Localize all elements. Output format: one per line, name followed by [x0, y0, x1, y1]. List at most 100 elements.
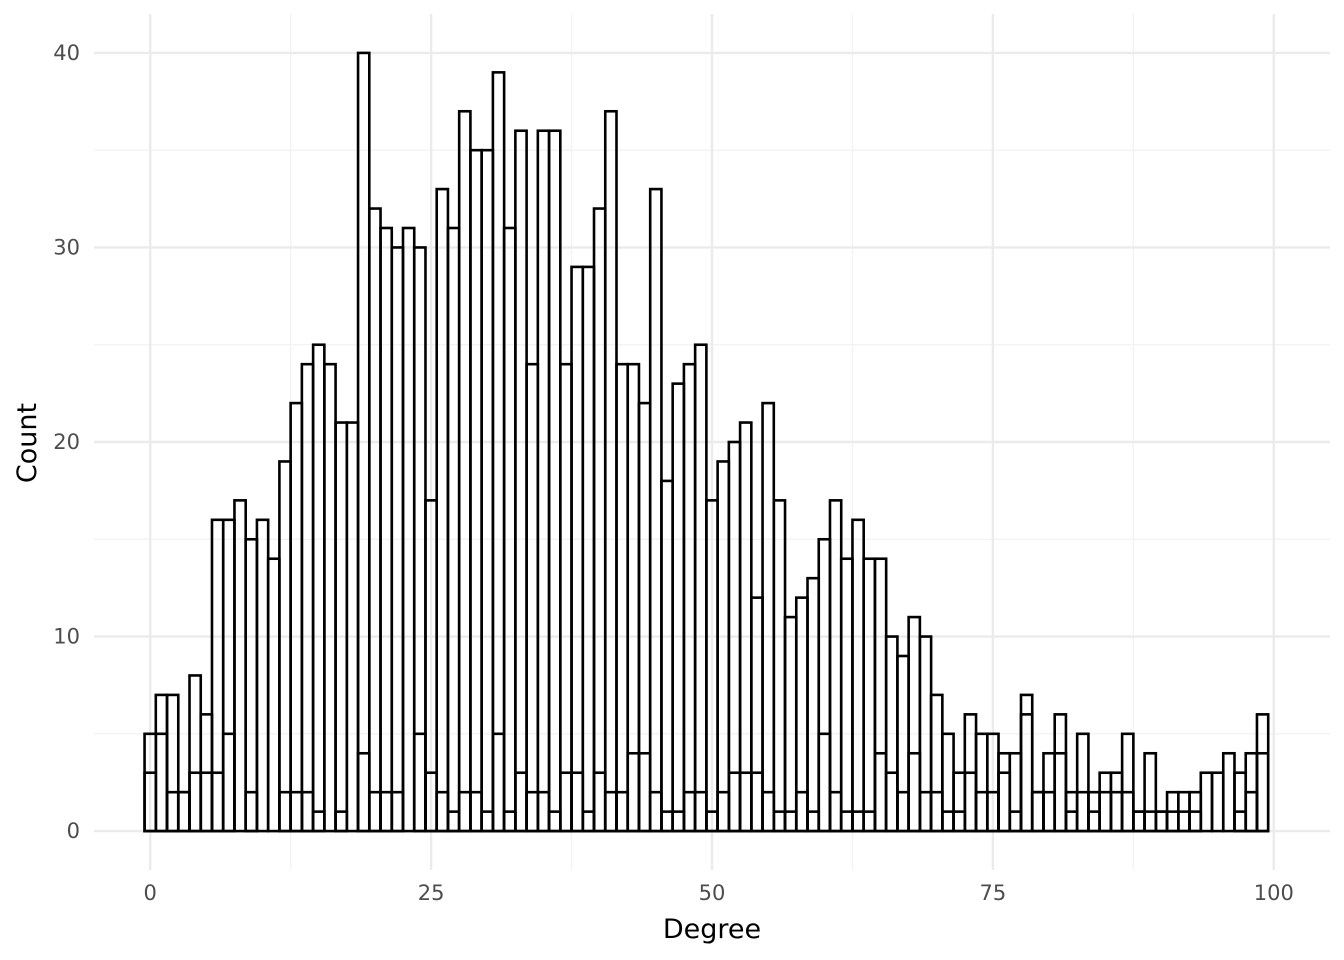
histogram-bar — [626, 751, 641, 833]
histogram-bar — [165, 693, 180, 833]
histogram-bar — [570, 771, 585, 833]
x-tick-label: 50 — [699, 881, 726, 905]
histogram-bar — [750, 596, 764, 833]
histogram-bar — [559, 771, 573, 833]
histogram-bar — [1188, 810, 1203, 833]
histogram-bar — [502, 810, 517, 833]
histogram-bar — [311, 343, 326, 833]
histogram-bar — [379, 790, 394, 833]
histogram-bar — [794, 596, 809, 833]
histogram-bar — [1098, 790, 1113, 833]
histogram-bar — [806, 576, 821, 833]
histogram-bar — [221, 518, 236, 833]
histogram-bar — [1053, 713, 1068, 833]
histogram-bar — [559, 362, 573, 833]
histogram-bar — [839, 557, 854, 833]
histogram-bar — [233, 499, 247, 833]
histogram-bar — [941, 810, 955, 833]
histogram-bar — [491, 732, 506, 833]
histogram-bar — [514, 771, 528, 833]
histogram-bar — [1143, 810, 1158, 833]
histogram-bar — [851, 810, 865, 833]
histogram-bar — [401, 226, 416, 833]
histogram-bar — [244, 537, 259, 833]
histogram-bar — [693, 343, 708, 833]
histogram-bar — [1053, 751, 1068, 833]
histogram-bar — [1199, 771, 1214, 833]
histogram-bar — [176, 790, 191, 833]
histogram-bar — [581, 265, 596, 833]
histogram-bar — [356, 751, 371, 833]
histogram-bar — [716, 460, 731, 833]
histogram-bar — [278, 460, 292, 833]
histogram-bar — [603, 790, 618, 833]
histogram-bar — [570, 265, 585, 833]
histogram-bar — [1221, 751, 1236, 833]
histogram-bar — [772, 499, 787, 833]
histogram-bar — [1244, 790, 1259, 833]
histogram-bar — [1098, 771, 1113, 833]
histogram-bar — [154, 693, 169, 833]
histogram-bar — [345, 421, 360, 833]
histogram-bar — [929, 693, 944, 833]
histogram-bar — [941, 732, 955, 833]
histogram-bar — [615, 362, 630, 833]
histogram-bar — [783, 810, 798, 833]
histogram-bar — [1042, 790, 1057, 833]
histogram-bar — [1154, 810, 1169, 833]
histogram-bar — [761, 401, 776, 833]
histogram-bar — [1087, 810, 1101, 833]
histogram-bar — [896, 790, 910, 833]
histogram-bar — [367, 790, 382, 833]
histogram-bar — [828, 790, 843, 833]
histogram-bar — [547, 129, 562, 833]
histogram-bar — [828, 499, 843, 833]
x-axis-title: Degree — [663, 914, 761, 945]
histogram-bar — [266, 557, 281, 833]
y-tick-label: 20 — [53, 430, 80, 454]
histogram-bar — [480, 148, 495, 833]
x-tick-label: 0 — [143, 881, 156, 905]
histogram-bar — [963, 771, 978, 833]
histogram-bar — [469, 790, 483, 833]
histogram-bar — [1143, 751, 1158, 833]
histogram-bar — [682, 362, 697, 833]
x-tick-label: 25 — [418, 881, 445, 905]
y-axis-title: Count — [12, 403, 43, 483]
histogram-bar — [952, 771, 967, 833]
y-tick-label: 40 — [53, 41, 80, 65]
histogram-bar — [1030, 790, 1045, 833]
histogram-bar — [536, 790, 551, 833]
histogram-bar — [929, 790, 944, 833]
histogram-bar — [502, 226, 517, 833]
histogram-bar — [716, 790, 731, 833]
histogram-bar — [311, 810, 326, 833]
histogram-bar — [603, 109, 618, 833]
histogram-bar — [491, 71, 506, 833]
histogram-bar — [997, 751, 1012, 833]
histogram-bar — [1120, 790, 1135, 833]
histogram-bar — [199, 771, 214, 833]
histogram-bar — [907, 751, 922, 833]
histogram-bar — [671, 810, 686, 833]
histogram-bar — [446, 810, 461, 833]
histogram-bar — [839, 810, 854, 833]
histogram-bar — [806, 810, 821, 833]
histogram-bar — [435, 187, 450, 833]
histogram-bar — [727, 771, 742, 833]
histogram-bar — [188, 771, 203, 833]
histogram-bar — [334, 810, 349, 833]
histogram-bar — [210, 771, 225, 833]
histogram-bar — [300, 790, 315, 833]
histogram-bar — [154, 732, 169, 833]
histogram-bar — [738, 421, 753, 833]
histogram-bar — [469, 148, 483, 833]
histogram-bar — [1154, 810, 1169, 833]
histogram-bar — [671, 382, 686, 833]
histogram-bar — [637, 751, 652, 833]
histogram-bar — [547, 810, 562, 833]
histogram-bar — [1064, 810, 1079, 833]
histogram-bar — [581, 810, 596, 833]
y-axis-ticks: 0 10 20 30 40 — [53, 41, 80, 843]
histogram-bar — [750, 771, 764, 833]
